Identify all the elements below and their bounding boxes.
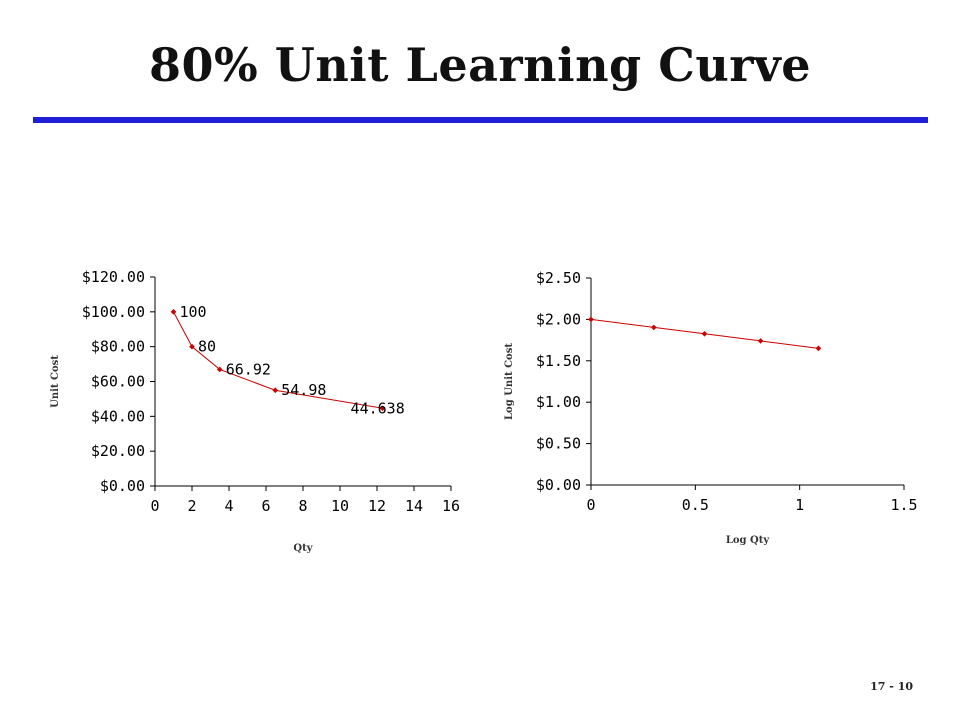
x-tick-label: 14: [405, 497, 423, 515]
data-point: [815, 345, 822, 352]
y-tick-label: $100.00: [82, 303, 145, 321]
x-tick-label: 0: [586, 496, 595, 514]
x-tick-label: 6: [261, 497, 270, 515]
data-point: [650, 324, 657, 331]
y-tick-label: $0.50: [536, 435, 581, 453]
unit-cost-chart: $0.00 $20.00 $40.00 $60.00 $80.00 $100.00 $120…: [50, 268, 460, 554]
x-tick-label: 1.5: [890, 496, 917, 514]
data-point: [216, 366, 223, 373]
data-label: 80: [198, 338, 216, 356]
log-unit-cost-chart: $0.00 $0.50 $1.00 $1.50 $2.00 $2.50 0 0.5 1 1.5 Lo…: [504, 269, 918, 546]
data-point: [701, 330, 708, 337]
x-tick-label: 12: [368, 497, 386, 515]
data-point: [588, 316, 594, 323]
x-tick-label: 0.5: [682, 496, 709, 514]
slide-title: 80% Unit Learning Curve: [148, 38, 811, 92]
y-tick-label: $0.00: [536, 476, 581, 494]
data-label: 54.98: [281, 381, 326, 399]
data-point: [757, 338, 764, 344]
y-axis-title: Unit Cost: [50, 355, 61, 408]
data-label: 100: [180, 303, 207, 321]
y-tick-label: $0.00: [100, 477, 145, 495]
title-rule: [33, 117, 928, 123]
y-tick-label: $40.00: [91, 407, 145, 425]
data-label: 44.638: [351, 399, 405, 417]
x-tick-label: 4: [224, 497, 233, 515]
data-label: 66.92: [226, 360, 271, 378]
x-tick-label: 1: [795, 496, 804, 514]
data-point: [170, 309, 177, 315]
y-tick-label: $1.50: [536, 352, 581, 370]
y-tick-label: $80.00: [91, 338, 145, 356]
series-line: [173, 311, 383, 409]
data-point: [379, 405, 386, 412]
x-tick-label: 16: [442, 497, 460, 515]
y-tick-label: $1.00: [536, 393, 581, 411]
y-axis-title: Log Unit Cost: [504, 343, 515, 420]
data-point: [189, 343, 195, 350]
data-point: [272, 387, 279, 394]
x-tick-label: 0: [150, 497, 159, 515]
x-axis-title: Qty: [293, 543, 313, 554]
y-tick-label: $2.00: [536, 310, 581, 328]
x-tick-label: 8: [298, 497, 307, 515]
y-tick-label: $2.50: [536, 269, 581, 287]
y-tick-label: $20.00: [91, 442, 145, 460]
x-tick-label: 10: [331, 497, 349, 515]
y-tick-label: $60.00: [91, 373, 145, 391]
page-number: 17 - 10: [870, 680, 913, 693]
y-tick-label: $120.00: [82, 268, 145, 286]
x-axis-title: Log Qty: [726, 535, 771, 546]
x-tick-label: 2: [187, 497, 196, 515]
